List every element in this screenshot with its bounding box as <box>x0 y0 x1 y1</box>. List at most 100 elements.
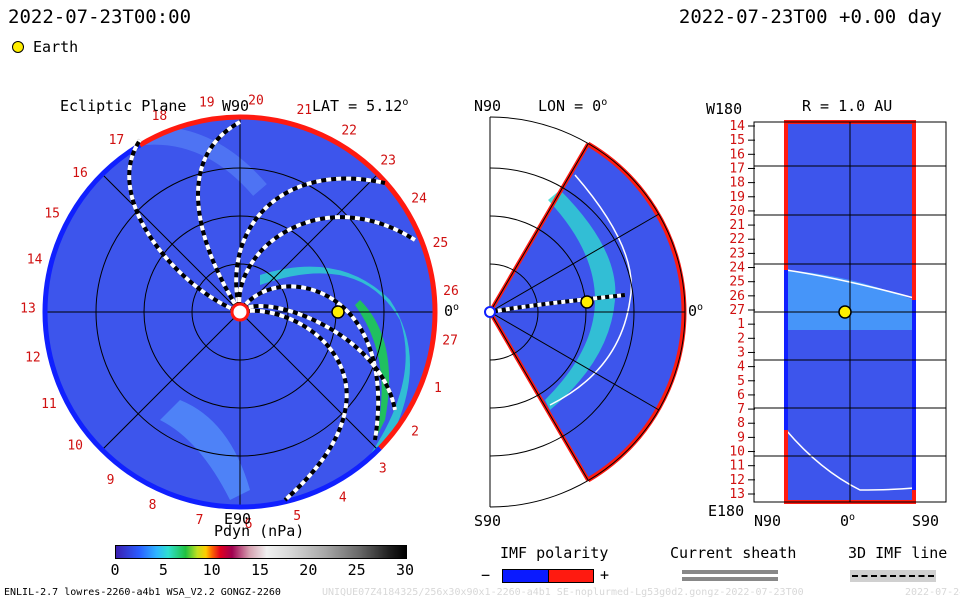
carrington-label: 4 <box>339 490 347 505</box>
radial-tick-label: 19 <box>729 190 745 205</box>
imf-minus: − <box>481 566 491 584</box>
colorbar-tick: 20 <box>299 561 318 579</box>
radial-x-center: 0o <box>840 512 856 530</box>
carrington-label: 2 <box>411 425 419 440</box>
radial-tick-label: 4 <box>737 360 745 375</box>
ecliptic-lat-label: LAT = 5.12o <box>312 97 409 115</box>
colorbar-tick: 25 <box>347 561 366 579</box>
earth-marker-meridional <box>580 295 594 309</box>
carrington-label: 20 <box>248 94 264 109</box>
radial-panel <box>748 120 947 504</box>
imf-plus: + <box>600 566 610 584</box>
radial-tick-label: 26 <box>729 289 745 304</box>
datetime-left: 2022-07-23T00:00 <box>8 6 192 28</box>
colorbar-tick: 10 <box>202 561 221 579</box>
radial-tick-label: 9 <box>737 430 745 445</box>
radial-tick-label: 25 <box>729 275 745 290</box>
carrington-label: 25 <box>433 236 449 251</box>
footer-watermark: UNIQUE07Z4184325/256x30x90x1-2260-a4b1 S… <box>322 587 804 598</box>
radial-tick-label: 8 <box>737 416 745 431</box>
ecliptic-title: Ecliptic Plane <box>60 97 187 115</box>
radial-tick-label: 14 <box>729 119 745 134</box>
colorbar <box>115 545 407 559</box>
radial-tick-label: 16 <box>729 147 745 162</box>
carrington-label: 23 <box>380 153 396 168</box>
radial-tick-label: 7 <box>737 402 745 417</box>
carrington-labels: 19 20212223242526271234567891011121314151… <box>20 94 459 532</box>
imf-polarity-title: IMF polarity <box>500 544 609 562</box>
radial-title: R = 1.0 AU <box>802 97 893 115</box>
radial-bottom-left: E180 <box>708 502 745 520</box>
carrington-label: 8 <box>149 498 157 513</box>
meridional-bottom-left: S90 <box>474 512 502 530</box>
carrington-label: 9 <box>107 473 115 488</box>
radial-x-right: S90 <box>912 512 940 530</box>
radial-tick-label: 3 <box>737 346 745 361</box>
meridional-panel <box>484 116 687 508</box>
earth-icon <box>12 41 24 53</box>
earth-marker-radial <box>838 305 852 319</box>
radial-tick-label: 17 <box>729 162 745 177</box>
carrington-label: 26 <box>443 284 459 299</box>
earth-legend-label: Earth <box>33 38 79 56</box>
carrington-label: 24 <box>411 192 427 207</box>
meridional-lon-label: LON = 0o <box>538 97 608 115</box>
radial-tick-label: 22 <box>729 232 745 247</box>
radial-tick-label: 20 <box>729 204 745 219</box>
radial-tick-label: 18 <box>729 176 745 191</box>
footer-right: 2022-07-24 <box>905 587 960 598</box>
radial-tick-label: 23 <box>729 246 745 261</box>
radial-tick-label: 12 <box>729 473 745 488</box>
current-sheath-line-1 <box>682 570 778 574</box>
colorbar-tick: 15 <box>250 561 270 579</box>
sun-icon <box>230 302 250 322</box>
earth-marker-ecliptic <box>331 305 345 319</box>
radial-tick-label: 15 <box>729 133 745 148</box>
imf-line-swatch <box>850 570 936 582</box>
radial-tick-label: 5 <box>737 374 745 389</box>
carrington-label: 10 <box>67 438 83 453</box>
meridional-right-label: 0o <box>688 302 704 320</box>
radial-tick-label: 1 <box>737 317 745 332</box>
carrington-label: 22 <box>341 123 357 138</box>
radial-tick-label: 24 <box>729 261 745 276</box>
footer-model: ENLIL-2.7 lowres-2260-a4b1 WSA_V2.2 GONG… <box>4 587 281 598</box>
carrington-label: 3 <box>379 462 387 477</box>
carrington-label: 15 <box>44 207 60 222</box>
ecliptic-top-label: W90 <box>222 97 250 115</box>
carrington-label: 12 <box>25 350 41 365</box>
current-sheath-title: Current sheath <box>670 544 797 562</box>
imf-negative-swatch <box>502 569 549 583</box>
ecliptic-right-label: 0o <box>444 302 460 320</box>
carrington-label: 19 <box>199 96 215 111</box>
carrington-label: 11 <box>41 397 57 412</box>
earth-legend: Earth <box>12 38 78 56</box>
imf-positive-swatch <box>548 569 594 583</box>
carrington-label: 18 <box>152 109 168 124</box>
imf-line-title: 3D IMF line <box>848 544 948 562</box>
radial-tick-label: 27 <box>729 303 745 318</box>
carrington-label: 14 <box>27 253 43 268</box>
carrington-label: 1 <box>434 381 442 396</box>
radial-x-left: N90 <box>754 512 782 530</box>
carrington-label: 16 <box>72 166 88 181</box>
colorbar-tick: 0 <box>110 561 120 579</box>
colorbar-label: Pdyn (nPa) <box>214 522 305 540</box>
carrington-label: 5 <box>293 509 301 524</box>
colorbar-tick: 30 <box>395 561 415 579</box>
colorbar-tick: 5 <box>158 561 168 579</box>
carrington-label: 17 <box>109 133 125 148</box>
radial-tick-label: 21 <box>729 218 745 233</box>
current-sheath-line-2 <box>682 577 778 581</box>
carrington-label: 13 <box>20 301 36 316</box>
carrington-label: 27 <box>442 333 458 348</box>
meridional-top-left: N90 <box>474 97 502 115</box>
carrington-label: 7 <box>196 513 204 528</box>
radial-tick-label: 6 <box>737 388 745 403</box>
datetime-right: 2022-07-23T00 +0.00 day <box>678 6 942 28</box>
ecliptic-disc <box>42 114 438 510</box>
ecliptic-bottom-label: E90 <box>224 510 252 528</box>
radial-tick-label: 10 <box>729 445 745 460</box>
